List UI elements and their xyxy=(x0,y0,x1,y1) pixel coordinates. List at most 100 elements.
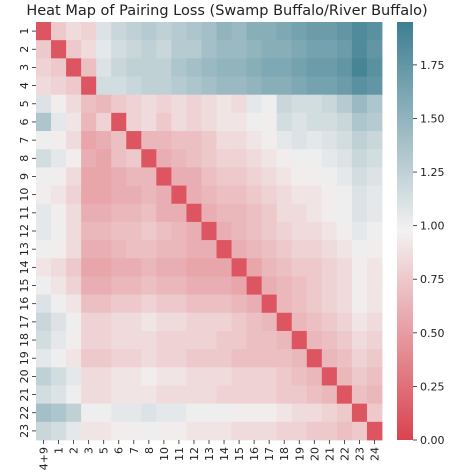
heatmap-cell xyxy=(306,330,323,350)
heatmap-cell xyxy=(156,22,172,41)
x-tick-label: 6 xyxy=(113,447,126,454)
heatmap-cell xyxy=(336,421,353,441)
heatmap-cell xyxy=(96,276,112,295)
heatmap-cell xyxy=(126,330,142,350)
heatmap-cell xyxy=(276,185,293,205)
heatmap-cell xyxy=(261,149,278,168)
heatmap-cell xyxy=(186,203,202,223)
heatmap-cell xyxy=(306,131,323,150)
heatmap-cell xyxy=(261,349,278,368)
heatmap-cell xyxy=(351,185,368,205)
heatmap-cell xyxy=(156,131,172,150)
heatmap-cell xyxy=(171,367,187,386)
y-tick-label: 1 xyxy=(18,28,31,35)
heatmap-cell xyxy=(156,149,172,168)
heatmap-cell xyxy=(336,312,353,332)
heatmap-cell xyxy=(261,94,278,114)
heatmap-cell xyxy=(51,221,67,241)
heatmap-cell xyxy=(306,403,323,423)
heatmap-cell xyxy=(186,58,202,77)
heatmap-cell xyxy=(306,94,323,114)
heatmap-cell xyxy=(66,349,82,368)
heatmap-cell xyxy=(81,40,97,59)
heatmap-cell xyxy=(216,403,232,423)
heatmap-cell xyxy=(246,40,263,59)
heatmap-cell xyxy=(276,94,293,114)
heatmap-cell xyxy=(306,149,323,168)
heatmap-cell xyxy=(261,112,278,132)
x-tick-label: 23 xyxy=(353,447,366,461)
heatmap-cell xyxy=(336,240,353,259)
heatmap-cell xyxy=(261,58,278,77)
heatmap-cell xyxy=(306,40,323,59)
heatmap-cell xyxy=(36,240,52,259)
heatmap-cell xyxy=(51,58,67,77)
heatmap-cell xyxy=(111,58,127,77)
heatmap-cell xyxy=(156,112,172,132)
heatmap-cell xyxy=(201,185,217,205)
heatmap-cell xyxy=(201,203,217,223)
heatmap-cell xyxy=(276,349,293,368)
heatmap-cell xyxy=(36,258,52,277)
heatmap-cell xyxy=(306,22,323,41)
heatmap-cell xyxy=(351,349,368,368)
heatmap-cell xyxy=(171,203,187,223)
heatmap-cell xyxy=(366,185,383,205)
heatmap-cell xyxy=(96,330,112,350)
heatmap-cell xyxy=(201,112,217,132)
heatmap-cell xyxy=(81,221,97,241)
heatmap-cell xyxy=(336,22,353,41)
heatmap-cell xyxy=(81,131,97,150)
heatmap-cell xyxy=(291,330,308,350)
heatmap-cell xyxy=(276,40,293,59)
heatmap-cell xyxy=(276,22,293,41)
x-tick-label: 7 xyxy=(128,447,141,454)
heatmap-cell xyxy=(231,58,248,77)
heatmap-cell xyxy=(186,367,202,386)
heatmap-cell xyxy=(51,76,67,96)
heatmap-cell xyxy=(366,22,383,41)
heatmap-cell xyxy=(156,167,172,186)
heatmap-cell xyxy=(246,349,263,368)
heatmap-cell xyxy=(126,94,142,114)
y-tick-label: 20 xyxy=(18,369,31,383)
heatmap-cell xyxy=(276,330,293,350)
heatmap-cell xyxy=(201,40,217,59)
heatmap-cell xyxy=(231,203,248,223)
heatmap-cell xyxy=(246,167,263,186)
heatmap-cell xyxy=(336,294,353,314)
heatmap-cell xyxy=(351,203,368,223)
heatmap-cell xyxy=(216,40,232,59)
heatmap-cell xyxy=(291,294,308,314)
x-tick-label: 11 xyxy=(173,447,186,461)
heatmap-cell xyxy=(201,421,217,441)
y-tick-label: 21 xyxy=(18,388,31,402)
heatmap-cell xyxy=(321,94,338,114)
heatmap-cell xyxy=(321,312,338,332)
heatmap-cell xyxy=(306,385,323,405)
heatmap-cell xyxy=(111,203,127,223)
heatmap-cell xyxy=(186,349,202,368)
x-tick-label: 12 xyxy=(188,447,201,461)
heatmap-cell xyxy=(66,421,82,441)
heatmap-cell xyxy=(276,76,293,96)
heatmap-cell xyxy=(231,330,248,350)
heatmap-cell xyxy=(231,312,248,332)
heatmap-cell xyxy=(321,240,338,259)
heatmap-cell xyxy=(141,367,157,386)
heatmap-cell xyxy=(336,203,353,223)
y-tick-label: 22 xyxy=(18,406,31,420)
heatmap-cell xyxy=(111,330,127,350)
heatmap-cell xyxy=(291,367,308,386)
heatmap-cell xyxy=(111,312,127,332)
heatmap-cell xyxy=(366,131,383,150)
heatmap-cell xyxy=(126,40,142,59)
heatmap-cell xyxy=(111,385,127,405)
heatmap-cell xyxy=(366,203,383,223)
heatmap-cell xyxy=(261,421,278,441)
heatmap-cell xyxy=(366,349,383,368)
heatmap-cell xyxy=(171,94,187,114)
heatmap-cell xyxy=(291,76,308,96)
heatmap-cell xyxy=(291,112,308,132)
heatmap-cell xyxy=(66,185,82,205)
